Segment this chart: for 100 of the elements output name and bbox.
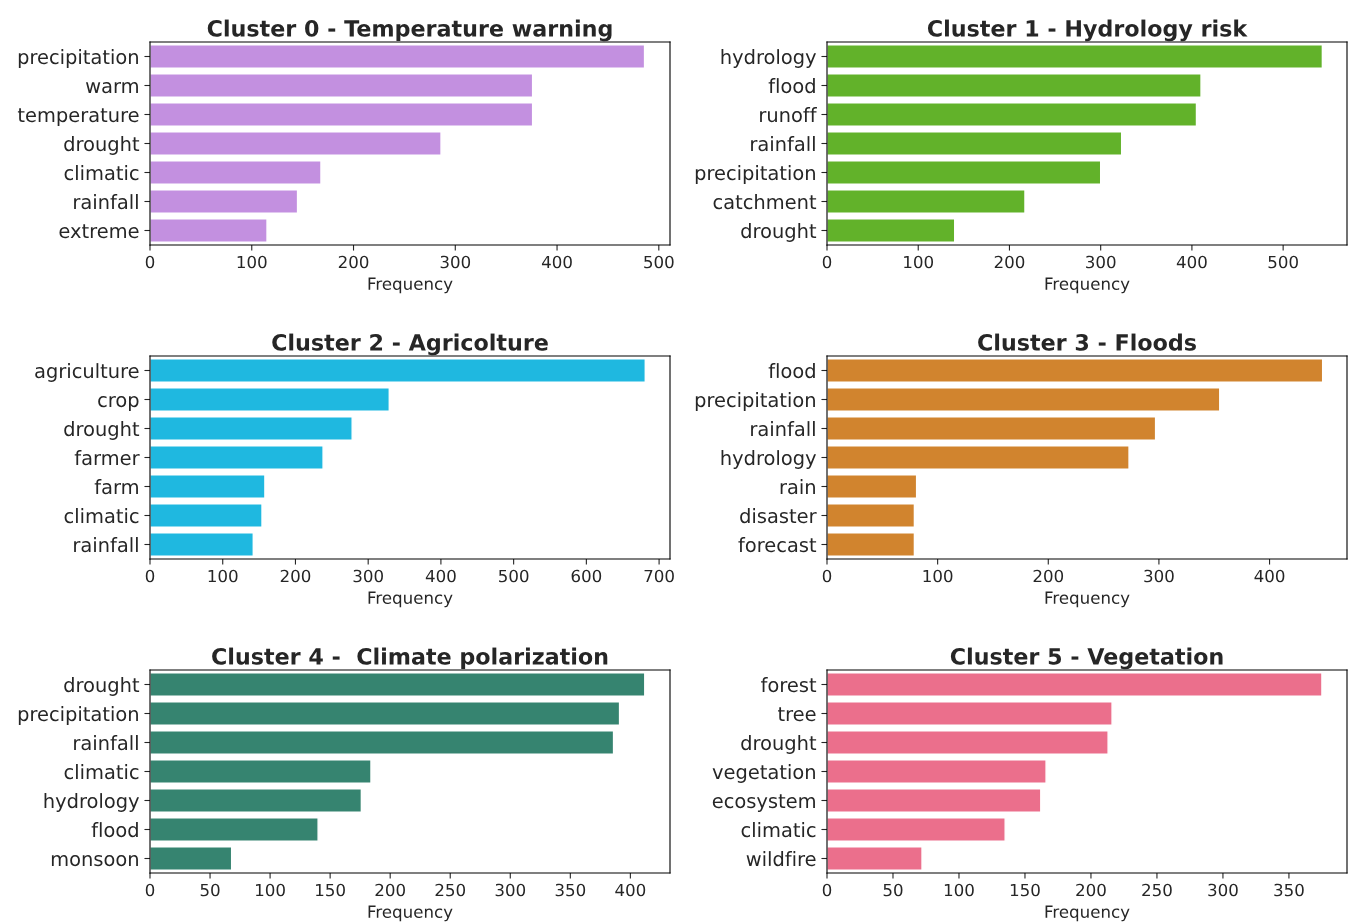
x-tick-label: 400 [541, 255, 572, 269]
bar [827, 474, 918, 499]
bar [827, 102, 1198, 127]
y-tick-label: farm [94, 479, 138, 495]
bar [150, 44, 646, 69]
y-tick-label: precipitation [18, 49, 138, 68]
y-tick-label: crop [98, 396, 139, 411]
y-tick-label: climatic [64, 165, 139, 181]
x-tick-label: 100 [944, 883, 974, 897]
y-tick-label: drought [741, 735, 817, 754]
y-tick-label: ecosystem [712, 794, 815, 812]
x-tick-label: 0 [145, 255, 155, 269]
x-tick-label: 250 [435, 883, 466, 897]
x-tick-label: 200 [338, 255, 369, 269]
x-tick-label: 200 [280, 569, 311, 583]
x-tick-label: 400 [1254, 569, 1285, 583]
y-tick-label: climatic [741, 822, 816, 838]
bar [827, 358, 1324, 383]
bar [827, 730, 1109, 755]
bar [150, 73, 534, 98]
x-tick-label: 200 [1033, 569, 1064, 583]
x-tick-label: 300 [495, 883, 526, 897]
bar [150, 218, 268, 243]
chart-title: Cluster 1 - Hydrology risk [927, 19, 1248, 42]
x-axis-title: Frequency [368, 277, 453, 294]
x-tick-label: 500 [499, 569, 529, 583]
x-tick-label: 200 [1076, 883, 1106, 897]
bar [827, 416, 1157, 441]
x-tick-label: 100 [923, 569, 953, 583]
x-axis-title: Frequency [1045, 905, 1130, 922]
y-tick-label: precipitation [18, 706, 138, 725]
bar [827, 189, 1026, 214]
y-tick-label: hydrology [44, 793, 139, 812]
y-tick-label: rainfall [751, 421, 815, 437]
chart-title: Cluster 3 - Floods [978, 333, 1196, 351]
y-tick-label: flood [768, 363, 815, 379]
y-tick-label: drought [741, 223, 817, 242]
y-tick-label: hydrology [721, 49, 816, 68]
x-tick-label: 100 [904, 255, 934, 269]
y-tick-label: flood [768, 78, 815, 94]
x-tick-label: 100 [256, 883, 285, 897]
bar [827, 445, 1130, 470]
y-tick-label: disaster [740, 508, 817, 524]
y-tick-label: drought [64, 677, 140, 696]
y-tick-label: rainfall [74, 537, 138, 553]
x-tick-label: 0 [145, 569, 155, 583]
bar [150, 701, 621, 726]
x-tick-label: 700 [644, 569, 674, 583]
bar [827, 387, 1221, 412]
bar [827, 759, 1047, 784]
bar [150, 817, 319, 842]
x-tick-label: 150 [1010, 883, 1040, 897]
y-tick-label: tree [778, 707, 816, 722]
x-axis-title: Frequency [1045, 591, 1130, 608]
chart-title: Cluster 5 - Vegetation [950, 647, 1223, 670]
bar [150, 416, 353, 441]
x-tick-label: 0 [822, 569, 832, 583]
bar [150, 503, 263, 528]
bar [150, 672, 646, 697]
x-axis-title: Frequency [368, 591, 453, 608]
y-tick-label: flood [91, 822, 138, 838]
bar [150, 474, 266, 499]
bar [150, 387, 390, 412]
x-tick-label: 300 [440, 255, 471, 269]
bar [150, 788, 363, 813]
x-tick-label: 350 [555, 883, 586, 897]
x-tick-label: 50 [200, 883, 220, 897]
x-tick-label: 600 [571, 569, 602, 583]
bar [827, 788, 1042, 813]
y-tick-label: precipitation [695, 165, 815, 184]
bar [827, 672, 1323, 697]
y-tick-label: catchment [713, 194, 817, 210]
y-tick-label: drought [64, 421, 140, 440]
y-tick-label: agriculture [35, 363, 139, 382]
y-tick-label: forest [761, 677, 817, 693]
bar [150, 445, 324, 470]
bar [827, 701, 1113, 726]
bar [827, 131, 1123, 156]
bar [827, 160, 1102, 185]
x-tick-label: 250 [1142, 883, 1172, 897]
x-tick-label: 300 [1086, 255, 1116, 269]
x-tick-label: 500 [644, 255, 674, 269]
y-tick-label: climatic [64, 508, 139, 524]
y-tick-label: rainfall [74, 735, 138, 751]
chart-title: Cluster 4 - Climate polarization [212, 647, 608, 670]
x-tick-label: 400 [1176, 255, 1207, 269]
bar [827, 503, 916, 528]
x-tick-label: 200 [375, 883, 405, 897]
bar [827, 532, 916, 557]
y-tick-label: temperature [17, 108, 139, 126]
bar [150, 846, 233, 871]
chart-title: Cluster 0 - Temperature warning [207, 19, 612, 42]
y-tick-label: monsoon [51, 855, 138, 867]
bar [150, 532, 254, 557]
x-tick-label: 300 [1208, 883, 1238, 897]
x-tick-label: 300 [353, 569, 383, 583]
x-tick-label: 0 [822, 255, 832, 269]
x-tick-label: 100 [208, 569, 238, 583]
bar [150, 160, 322, 185]
bar [827, 73, 1202, 98]
